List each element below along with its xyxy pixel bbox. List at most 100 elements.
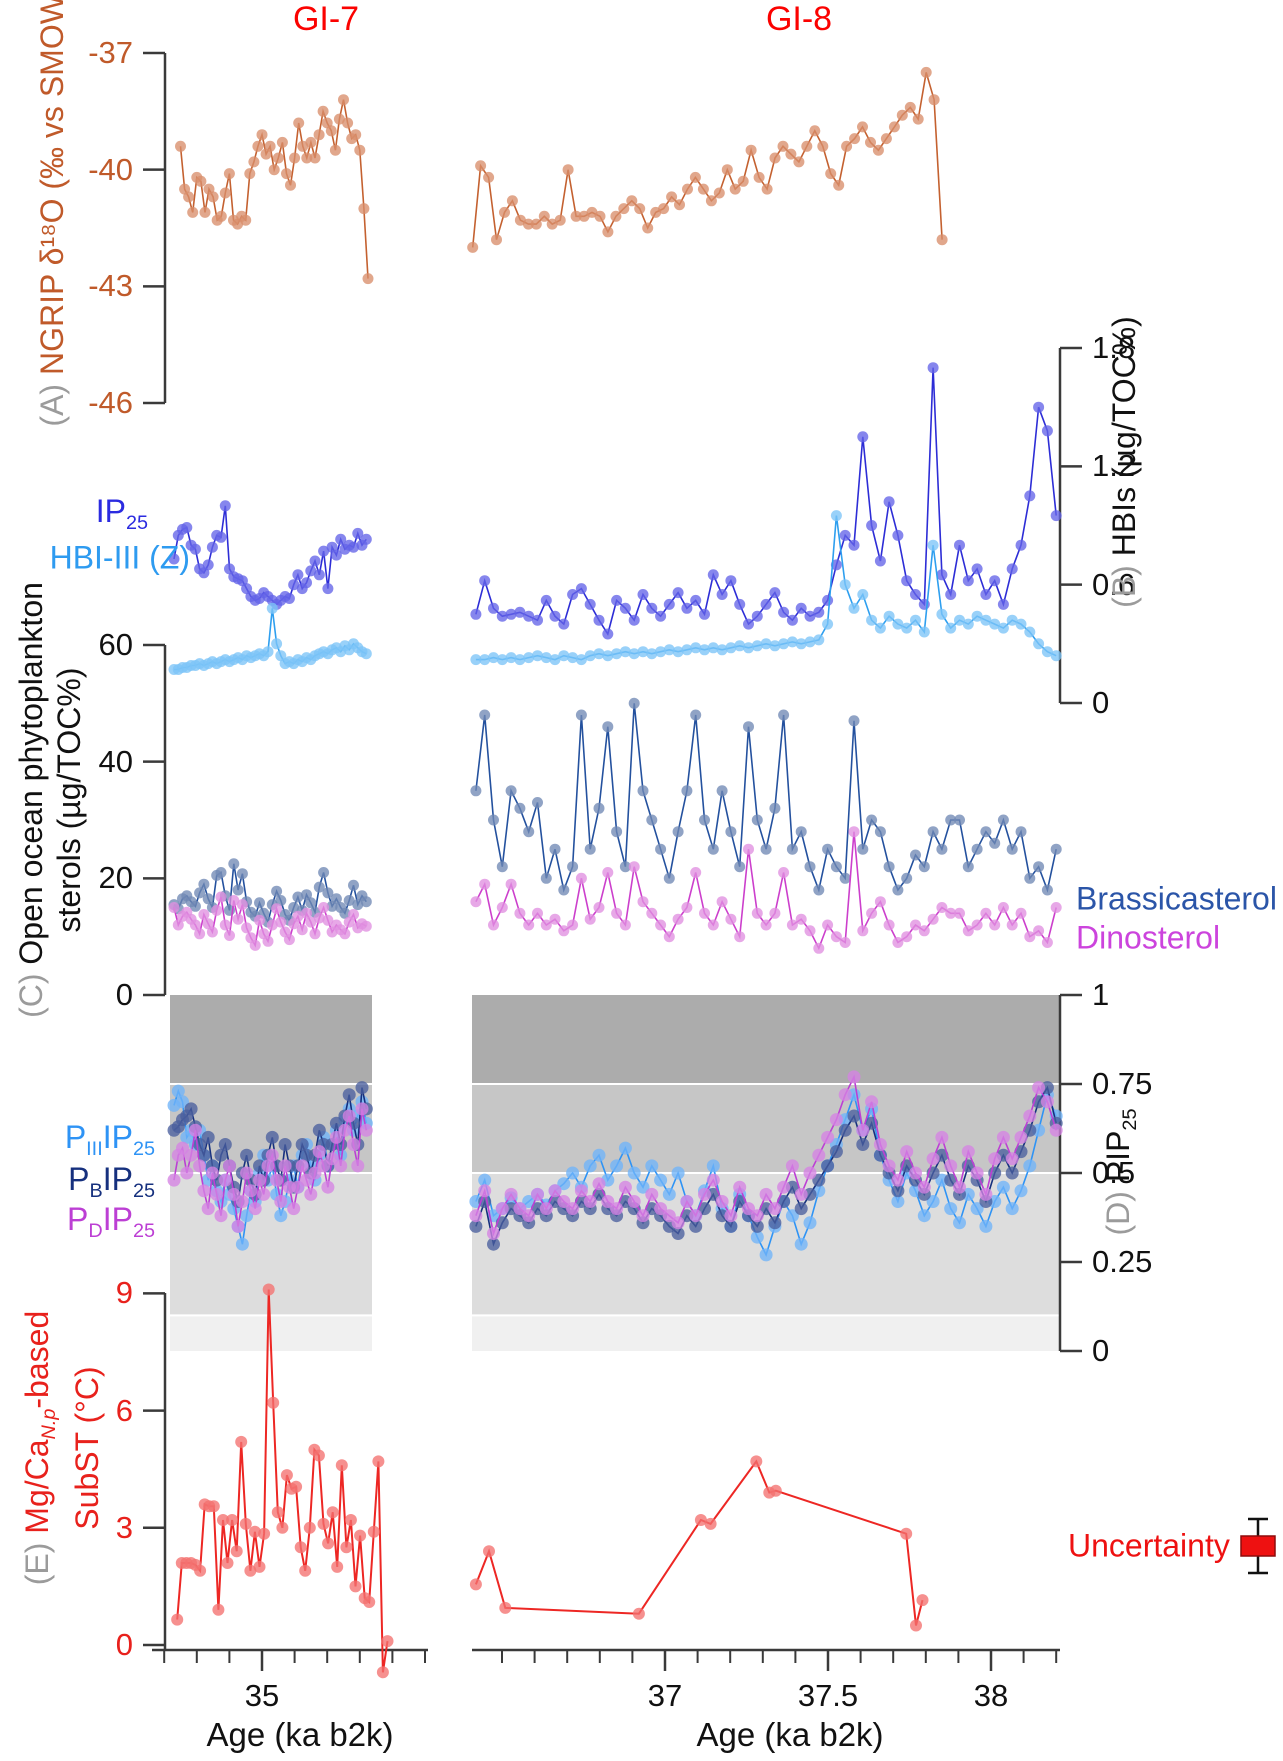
- marker-brassicasterol-gi8: [786, 843, 798, 855]
- marker-hbi-iii-gi8: [786, 636, 798, 648]
- marker-subst-gi7: [367, 1525, 380, 1538]
- marker-ngrip-gi7: [309, 152, 321, 164]
- marker-ip25-gi8: [619, 602, 631, 614]
- marker-pd-ip25-gi7: [253, 1173, 266, 1187]
- marker-ngrip-gi8: [817, 140, 829, 152]
- marker-piii-ip25-gi8: [566, 1166, 580, 1180]
- marker-pb-ip25-gi8: [777, 1195, 791, 1208]
- marker-brassicasterol-gi8: [549, 843, 561, 855]
- marker-pb-ip25-gi7: [312, 1123, 326, 1137]
- marker-pd-ip25-gi8: [856, 1123, 870, 1137]
- marker-brassicasterol-gi8: [743, 721, 754, 733]
- marker-dinosterol-gi8: [901, 931, 913, 943]
- marker-dinosterol-gi7: [198, 909, 210, 920]
- marker-ngrip-gi8: [769, 152, 781, 164]
- marker-dinosterol-gi8: [778, 867, 790, 878]
- marker-dinosterol-gi8: [830, 931, 842, 943]
- marker-dinosterol-gi7: [232, 913, 244, 925]
- marker-dinosterol-gi8: [690, 867, 702, 878]
- marker-dinosterol-gi8: [874, 896, 886, 908]
- panel-b-title: HBIs (µg/TOC%): [1106, 316, 1142, 557]
- marker-dinosterol-gi8: [1050, 902, 1062, 913]
- marker-brassicasterol-gi8: [646, 814, 658, 826]
- marker-hbi-iii-gi7: [360, 648, 372, 660]
- column-title-gi7: GI-7: [292, 0, 360, 38]
- marker-ip25-gi8: [1041, 425, 1053, 437]
- marker-ip25-gi7: [348, 541, 359, 553]
- marker-pb-ip25-gi7: [184, 1102, 198, 1116]
- marker-pd-ip25-gi8: [882, 1159, 896, 1173]
- marker-hbi-iii-gi8: [954, 614, 965, 626]
- marker-ngrip-gi8: [554, 214, 566, 226]
- marker-brassicasterol-gi8: [558, 884, 570, 896]
- marker-brassicasterol-gi7: [292, 891, 304, 903]
- marker-piii-ip25-gi8: [794, 1237, 808, 1251]
- column-title-gi8: GI-8: [765, 0, 833, 38]
- marker-dinosterol-gi7: [275, 916, 287, 928]
- marker-ngrip-gi8: [618, 203, 630, 215]
- marker-ngrip-gi7: [252, 140, 264, 152]
- marker-pd-ip25-gi8: [645, 1187, 659, 1201]
- marker-ngrip-gi8: [841, 140, 853, 152]
- panel-e-line1-sub: N.p: [38, 1408, 61, 1440]
- marker-subst-gi7: [217, 1514, 229, 1526]
- marker-ngrip-gi8: [713, 187, 725, 199]
- marker-pd-ip25-gi7: [244, 1184, 258, 1198]
- marker-hbi-iii-gi8: [962, 618, 974, 630]
- marker-ip25-gi8: [830, 559, 842, 571]
- legend-pd-p: P: [67, 1200, 89, 1237]
- marker-dinosterol-gi8: [997, 902, 1009, 913]
- marker-subst-gi7: [226, 1514, 239, 1526]
- marker-pd-ip25-gi8: [671, 1216, 685, 1230]
- marker-hbi-iii-gi8: [918, 626, 930, 638]
- marker-subst-gi7: [207, 1500, 220, 1513]
- marker-subst-gi8: [483, 1545, 495, 1558]
- marker-hbi-iii-gi8: [743, 642, 754, 654]
- marker-dinosterol-gi7: [283, 934, 295, 946]
- marker-pd-ip25-gi7: [167, 1173, 181, 1187]
- marker-piii-ip25-gi8: [478, 1173, 492, 1187]
- marker-pb-ip25-gi7: [295, 1138, 309, 1151]
- marker-brassicasterol-gi8: [883, 861, 895, 873]
- marker-ip25-gi7: [215, 531, 227, 543]
- marker-dinosterol-gi8: [558, 925, 570, 937]
- marker-dinosterol-gi8: [672, 913, 684, 925]
- marker-dinosterol-gi7: [254, 914, 265, 926]
- marker-brassicasterol-gi8: [866, 814, 878, 826]
- series-line-subst-gi8: [474, 1459, 924, 1626]
- marker-dinosterol-gi7: [224, 930, 235, 941]
- tick-label: 37.5: [797, 1678, 859, 1713]
- ylabel-panel-d: (D) PIP25: [1099, 1109, 1149, 1236]
- legend-brassicasterol: Brassicasterol: [1076, 880, 1277, 917]
- marker-pd-ip25-gi8: [487, 1227, 500, 1240]
- legend-pd-ip25: PDIP25: [67, 1201, 155, 1243]
- marker-pd-ip25-gi7: [274, 1195, 288, 1208]
- marker-ngrip-gi7: [350, 129, 362, 141]
- marker-brassicasterol-gi8: [663, 872, 675, 884]
- marker-pd-ip25-gi8: [522, 1209, 536, 1223]
- marker-hbi-iii-gi8: [672, 646, 684, 658]
- marker-brassicasterol-gi7: [343, 895, 355, 906]
- marker-pd-ip25-gi7: [231, 1219, 245, 1233]
- marker-dinosterol-gi8: [954, 907, 965, 919]
- tick-label: -43: [88, 268, 133, 304]
- marker-ngrip-gi7: [272, 152, 284, 164]
- marker-ip25-gi8: [1015, 539, 1027, 551]
- marker-ip25-gi8: [971, 563, 983, 575]
- marker-hbi-iii-gi8: [646, 648, 658, 660]
- marker-dinosterol-gi8: [1041, 937, 1053, 948]
- marker-pb-ip25-gi8: [698, 1202, 711, 1216]
- marker-brassicasterol-gi8: [514, 802, 526, 814]
- marker-brassicasterol-gi7: [348, 879, 359, 891]
- marker-hbi-iii-gi8: [813, 634, 825, 646]
- marker-subst-gi7: [248, 1525, 261, 1538]
- marker-pd-ip25-gi8: [803, 1166, 817, 1180]
- marker-brassicasterol-gi7: [305, 897, 317, 909]
- marker-pd-ip25-gi8: [953, 1180, 966, 1194]
- marker-pd-ip25-gi8: [909, 1166, 922, 1180]
- ylabel-panel-e: (E) Mg/CaN.p-based SubST (°C): [18, 1311, 106, 1586]
- marker-ip25-gi8: [751, 610, 763, 622]
- marker-brassicasterol-gi8: [584, 843, 596, 855]
- marker-brassicasterol-gi8: [699, 814, 710, 826]
- marker-hbi-iii-gi8: [839, 579, 851, 591]
